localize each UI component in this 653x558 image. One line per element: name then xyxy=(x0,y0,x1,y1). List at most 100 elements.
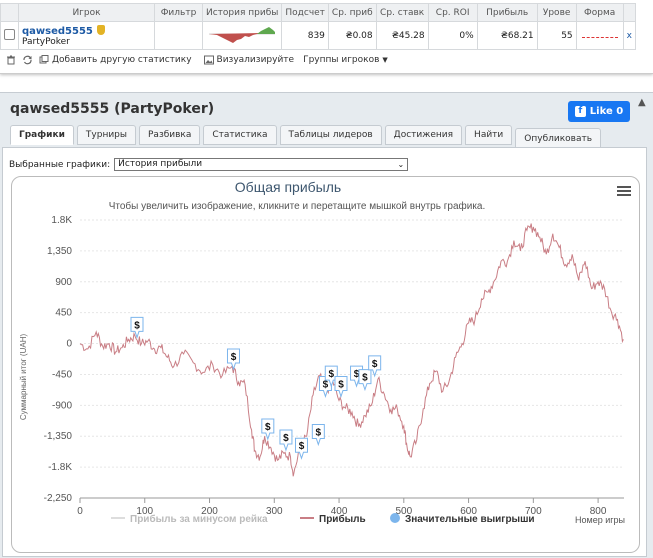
dollar-icon: $ xyxy=(338,379,344,390)
add-stats-button[interactable]: Добавить другую статистику xyxy=(39,55,192,65)
big-win-marker: $ xyxy=(294,437,308,460)
tab-tournaments[interactable]: Турниры xyxy=(76,125,136,145)
row-checkbox-cell xyxy=(0,21,19,50)
collapse-icon[interactable]: ▲ xyxy=(638,97,646,108)
big-win-marker: $ xyxy=(358,369,372,392)
y-tick-label: -1.8K xyxy=(48,462,72,473)
big-win-flag xyxy=(334,375,348,399)
tab-find[interactable]: Найти xyxy=(465,125,513,145)
chart-title: Общая прибыль xyxy=(235,179,341,195)
legend-rake-label[interactable]: Прибыль за минусом рейка xyxy=(130,513,268,525)
stats-header-row: Игрок Фильтр История прибы Подсчет Ср. п… xyxy=(0,3,636,22)
player-groups-dropdown[interactable]: Группы игроков ▼ xyxy=(303,55,388,65)
big-win-marker: $ xyxy=(279,429,293,452)
header-remove xyxy=(622,3,636,22)
x-tick-label: 0 xyxy=(77,506,83,517)
header-form[interactable]: Форма xyxy=(575,3,624,22)
big-win-flag xyxy=(311,424,325,447)
tab-charts[interactable]: Графики xyxy=(10,125,74,145)
y-tick-label: 450 xyxy=(55,308,72,319)
like-label: Like 0 xyxy=(589,106,624,117)
header-level[interactable]: Урове xyxy=(536,3,577,22)
header-profit[interactable]: Прибыль xyxy=(476,3,538,22)
chart-selector-row: Выбранные графики: История прибыли ⌄ xyxy=(9,158,409,171)
x-tick-label: 200 xyxy=(201,506,218,517)
chart-container[interactable]: Общая прибыль Чтобы увеличить изображени… xyxy=(11,176,640,553)
header-select xyxy=(0,3,19,22)
facebook-like-button[interactable]: f Like 0 xyxy=(568,101,630,122)
dollar-icon: $ xyxy=(265,422,271,433)
profit-series-line xyxy=(79,223,624,477)
x-axis-ticks: 0 100 200 300 400 500 600 700 800 xyxy=(77,498,607,517)
dollar-icon: $ xyxy=(328,369,334,380)
x-tick-label: 700 xyxy=(525,506,542,517)
image-icon xyxy=(203,55,214,65)
visualize-button[interactable]: Визуализируйте xyxy=(203,55,294,65)
dollar-icon: $ xyxy=(362,373,368,384)
big-win-marker: $ xyxy=(334,375,348,399)
y-axis-label: Суммарный итог (UAH) xyxy=(19,334,28,421)
legend-bigwins-label[interactable]: Значительные выигрыши xyxy=(405,514,535,525)
header-filter[interactable]: Фильтр xyxy=(154,3,203,22)
x-tick-label: 500 xyxy=(395,506,412,517)
remove-cell: x xyxy=(622,21,636,50)
x-tick-label: 100 xyxy=(136,506,153,517)
legend-bigwins-swatch xyxy=(390,513,400,523)
big-win-marker: $ xyxy=(226,348,240,371)
big-win-flag xyxy=(294,437,308,460)
tab-achievements[interactable]: Достижения xyxy=(384,125,463,145)
profit-sparkline xyxy=(209,27,276,43)
x-tick-label: 400 xyxy=(331,506,348,517)
chart-legend[interactable]: Прибыль за минусом рейка Прибыль Значите… xyxy=(111,513,535,525)
avg-stake-cell: ₴45.28 xyxy=(375,21,429,50)
player-site: PartyPoker xyxy=(22,36,70,47)
trash-icon[interactable] xyxy=(6,55,16,65)
stats-toolbar: Добавить другую статистику Визуализируйт… xyxy=(6,55,388,65)
tab-statistics[interactable]: Статистика xyxy=(203,125,277,145)
y-tick-label: 900 xyxy=(55,277,72,288)
legend-profit-label[interactable]: Прибыль xyxy=(319,513,366,525)
tab-bar: Графики Турниры Разбивка Статистика Табл… xyxy=(10,125,602,150)
chart-menu-icon[interactable] xyxy=(617,186,631,196)
profit-chart[interactable]: Общая прибыль Чтобы увеличить изображени… xyxy=(12,177,640,553)
y-tick-label: 1.8K xyxy=(51,215,72,226)
big-win-flag xyxy=(368,355,382,378)
big-win-marker: $ xyxy=(261,418,275,441)
charts-content: Выбранные графики: История прибыли ⌄ Общ… xyxy=(2,147,647,557)
header-avg-stake[interactable]: Ср. ставк xyxy=(375,3,429,22)
big-win-marker: $ xyxy=(324,365,338,388)
refresh-icon[interactable] xyxy=(22,55,33,65)
x-tick-label: 800 xyxy=(590,506,607,517)
chart-grid xyxy=(80,219,624,499)
dollar-icon: $ xyxy=(323,379,329,390)
header-profit-history[interactable]: История прибы xyxy=(201,3,283,22)
header-player[interactable]: Игрок xyxy=(18,3,155,22)
dollar-icon: $ xyxy=(134,320,140,331)
big-win-flag xyxy=(226,348,240,371)
y-tick-label: 1,350 xyxy=(47,246,72,257)
avg-profit-cell: ₴0.08 xyxy=(327,21,377,50)
tab-breakdown[interactable]: Разбивка xyxy=(139,125,201,145)
stats-table: Игрок Фильтр История прибы Подсчет Ср. п… xyxy=(0,3,636,50)
dollar-icon: $ xyxy=(283,433,289,444)
profit-cell: ₴68.21 xyxy=(476,21,538,50)
facebook-icon: f xyxy=(574,106,586,117)
page-title: qawsed5555 (PartyPoker) xyxy=(10,101,215,117)
row-checkbox[interactable] xyxy=(4,28,15,40)
big-win-markers[interactable]: $$$$$$$$$$ $$ xyxy=(130,316,382,460)
big-win-marker: $ xyxy=(130,316,144,340)
y-axis-ticks: 1.8K 1,350 900 450 0 -450 -900 -1,350 -1.8K -2,25… xyxy=(44,215,73,504)
header-count[interactable]: Подсчет xyxy=(281,3,329,22)
chart-selector[interactable]: История прибыли ⌄ xyxy=(114,158,409,171)
tab-leaderboards[interactable]: Таблицы лидеров xyxy=(279,125,382,145)
profit-sparkline-cell xyxy=(201,21,283,50)
remove-row-link[interactable]: x xyxy=(626,30,632,41)
header-avg-roi[interactable]: Ср. ROI xyxy=(427,3,478,22)
header-avg-profit[interactable]: Ср. приб xyxy=(327,3,377,22)
medal-icon xyxy=(96,24,105,35)
player-name-link[interactable]: qawsed5555 xyxy=(22,25,93,37)
chevron-down-icon: ⌄ xyxy=(397,160,405,169)
chart-selector-label: Выбранные графики: xyxy=(9,159,111,170)
filter-cell[interactable] xyxy=(154,21,203,50)
level-cell: 55 xyxy=(536,21,577,50)
